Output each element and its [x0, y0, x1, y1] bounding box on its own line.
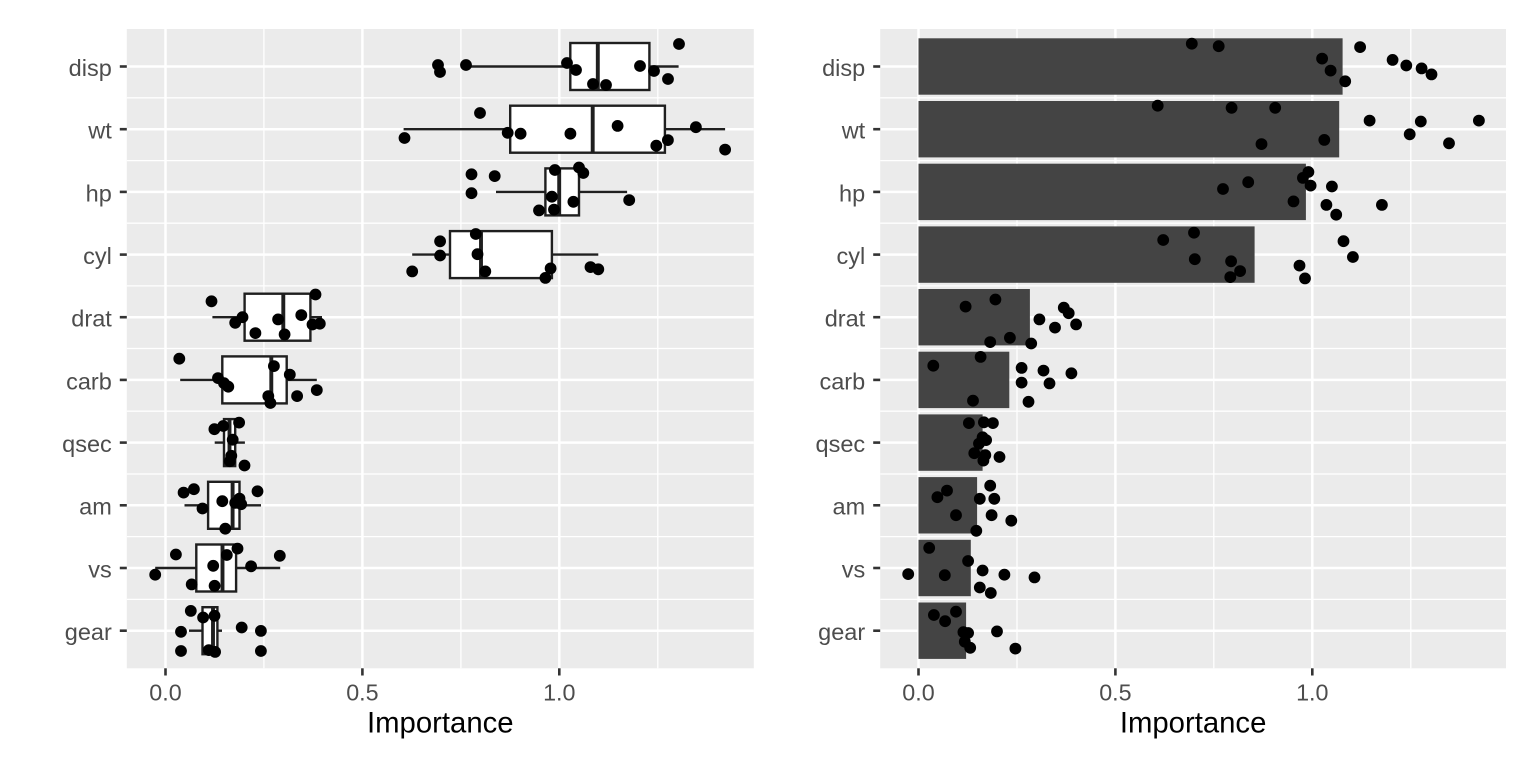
svg-text:qsec: qsec — [62, 431, 112, 457]
svg-text:gear: gear — [818, 619, 865, 645]
svg-text:0.5: 0.5 — [346, 679, 378, 705]
svg-text:am: am — [79, 494, 112, 520]
svg-text:wt: wt — [841, 118, 866, 144]
svg-text:disp: disp — [822, 55, 865, 81]
svg-text:am: am — [833, 494, 866, 520]
svg-text:drat: drat — [71, 306, 112, 332]
svg-text:carb: carb — [66, 368, 112, 394]
svg-text:drat: drat — [825, 306, 866, 332]
svg-text:Importance: Importance — [1120, 706, 1267, 739]
svg-text:vs: vs — [88, 556, 112, 582]
svg-text:0.0: 0.0 — [902, 679, 934, 705]
svg-text:disp: disp — [69, 55, 112, 81]
svg-text:qsec: qsec — [816, 431, 866, 457]
svg-text:gear: gear — [65, 619, 112, 645]
svg-text:wt: wt — [87, 118, 112, 144]
svg-text:1.0: 1.0 — [1296, 679, 1328, 705]
svg-text:vs: vs — [842, 556, 866, 582]
svg-text:Importance: Importance — [367, 706, 514, 739]
svg-text:0.0: 0.0 — [149, 679, 181, 705]
svg-text:0.5: 0.5 — [1099, 679, 1131, 705]
svg-text:cyl: cyl — [836, 243, 865, 269]
svg-text:cyl: cyl — [83, 243, 112, 269]
svg-text:1.0: 1.0 — [543, 679, 575, 705]
svg-text:hp: hp — [86, 180, 112, 206]
svg-text:carb: carb — [819, 368, 865, 394]
svg-text:hp: hp — [839, 180, 865, 206]
